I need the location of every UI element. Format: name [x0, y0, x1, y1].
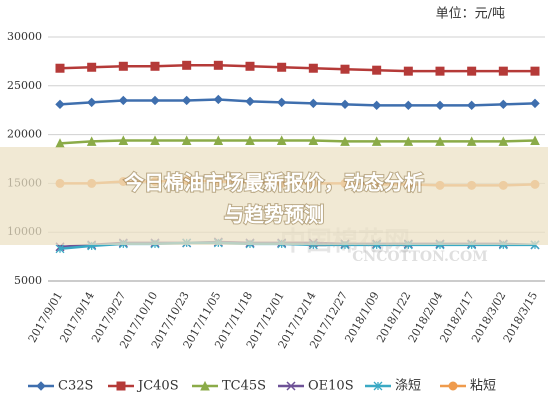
series-line	[59, 64, 535, 73]
y-tick-label: 25000	[7, 79, 42, 92]
data-point	[118, 135, 129, 145]
data-point	[245, 61, 255, 71]
data-point	[213, 135, 224, 145]
legend-label: C32S	[58, 379, 93, 394]
data-point	[182, 60, 192, 70]
series-line	[59, 98, 536, 107]
data-point	[308, 98, 319, 109]
data-point	[403, 136, 414, 146]
data-point	[340, 136, 350, 146]
banner-title: 与趋势预测	[224, 203, 324, 227]
data-point	[245, 96, 255, 107]
data-point	[403, 100, 414, 111]
data-point	[371, 136, 382, 146]
data-point	[340, 64, 350, 74]
data-point	[86, 97, 97, 108]
data-point	[530, 98, 540, 109]
data-point	[403, 66, 413, 76]
data-point	[498, 99, 509, 110]
data-point	[340, 99, 350, 110]
data-point	[372, 65, 382, 75]
legend-label: OE10S	[308, 379, 354, 394]
data-point	[245, 135, 255, 145]
y-tick-label: 5000	[14, 274, 42, 287]
data-point	[276, 135, 287, 145]
data-point	[498, 136, 509, 146]
data-point	[466, 136, 477, 146]
data-point	[86, 136, 97, 146]
banner	[0, 147, 548, 245]
data-point	[435, 66, 445, 76]
data-point	[55, 63, 65, 73]
data-point	[467, 66, 477, 76]
data-point	[150, 95, 160, 106]
watermark: CNCOTTON.COM	[352, 249, 487, 265]
legend-label: 涤短	[395, 379, 421, 394]
legend-marker	[373, 381, 383, 391]
legend-marker	[448, 381, 458, 391]
data-point	[55, 99, 65, 110]
data-point	[530, 135, 540, 145]
data-point	[435, 100, 445, 111]
data-point	[55, 244, 65, 254]
data-point	[213, 94, 224, 105]
data-point	[466, 100, 477, 111]
legend-label: TC45S	[222, 379, 266, 394]
series-line	[59, 139, 536, 145]
data-point	[530, 66, 540, 76]
data-point	[150, 135, 160, 145]
data-point	[181, 95, 192, 106]
legend-marker	[116, 381, 126, 391]
legend-label: JC40S	[136, 379, 179, 394]
legend-marker	[286, 381, 296, 391]
data-point	[118, 95, 129, 106]
data-point	[276, 97, 287, 108]
data-point	[150, 61, 160, 71]
data-point	[181, 135, 192, 145]
legend-marker	[200, 380, 210, 391]
data-point	[87, 62, 97, 72]
data-point	[213, 60, 223, 70]
legend-marker	[36, 381, 46, 391]
y-tick-label: 30000	[7, 30, 42, 43]
y-tick-label: 20000	[7, 128, 42, 141]
data-point	[498, 66, 508, 76]
data-point	[277, 62, 287, 72]
banner-title: 今日棉油市场最新报价，动态分析	[124, 171, 424, 195]
legend-label: 粘短	[470, 379, 496, 394]
data-point	[308, 63, 318, 73]
data-point	[118, 61, 128, 71]
data-point	[435, 136, 445, 146]
unit-label: 单位：元/吨	[436, 7, 505, 22]
data-point	[371, 100, 382, 111]
data-point	[308, 135, 319, 145]
